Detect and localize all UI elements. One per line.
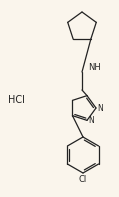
Text: N: N bbox=[97, 103, 103, 112]
Text: NH: NH bbox=[88, 62, 101, 72]
Text: Cl: Cl bbox=[79, 175, 87, 183]
Text: N: N bbox=[89, 116, 94, 125]
Text: HCl: HCl bbox=[8, 95, 24, 105]
